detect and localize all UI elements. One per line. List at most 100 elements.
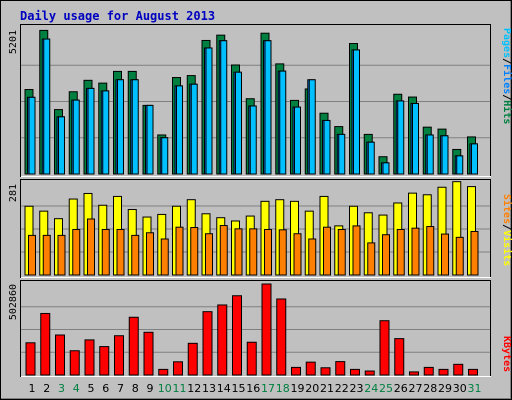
- pages-bar: [323, 119, 331, 175]
- kbytes-bar: [202, 311, 213, 376]
- sites-bar: [323, 226, 331, 276]
- legend-sites: Sites: [501, 194, 512, 224]
- legend-pages: Pages: [501, 28, 512, 58]
- kbytes-bar: [84, 339, 95, 376]
- day-label: 6: [102, 382, 109, 395]
- kbytes-bar: [128, 316, 139, 376]
- day-label: 5: [88, 382, 95, 395]
- pages-bar: [279, 70, 287, 175]
- sites-bar: [308, 238, 317, 276]
- legend-files: Files: [501, 64, 512, 94]
- sites-bar: [116, 228, 125, 276]
- kbytes-bar: [25, 342, 36, 376]
- sites-bar: [426, 226, 435, 276]
- pages-bar: [353, 49, 360, 175]
- legend-visits: Visits: [501, 230, 512, 266]
- pages-bar: [456, 155, 464, 175]
- sites-bar: [72, 228, 81, 276]
- pages-bar: [102, 90, 110, 175]
- svg-text:Pages/Files/Hits: Pages/Files/Hits: [501, 28, 512, 124]
- day-label: 28: [423, 382, 437, 395]
- day-label: 16: [246, 382, 260, 395]
- pages-bar: [235, 71, 242, 175]
- pages-bar: [72, 99, 80, 175]
- day-label: 29: [438, 382, 452, 395]
- day-label: 14: [217, 382, 231, 395]
- pages-bar: [28, 96, 36, 175]
- legend-slash-1: /: [501, 58, 512, 64]
- chart-title: Daily usage for August 2013: [20, 9, 215, 23]
- day-label: 3: [58, 382, 65, 395]
- sites-bar: [205, 233, 213, 276]
- pages-bar: [87, 87, 95, 175]
- kbytes-bar: [158, 368, 169, 376]
- day-label: 30: [453, 382, 467, 395]
- sites-bar: [352, 225, 361, 276]
- sites-bar: [293, 233, 302, 276]
- legend-slash-3: /: [501, 224, 512, 230]
- sites-bar: [87, 218, 95, 276]
- sites-bar: [470, 230, 479, 276]
- sites-bar: [411, 227, 420, 276]
- day-label: 20: [305, 382, 319, 395]
- day-label: 31: [468, 382, 482, 395]
- kbytes-bar: [438, 368, 449, 376]
- day-label: 7: [117, 382, 124, 395]
- sites-bar: [264, 228, 272, 276]
- pages-bar: [249, 105, 257, 175]
- day-label: 23: [350, 382, 364, 395]
- legend-hits: Hits: [501, 100, 512, 124]
- kbytes-panel-bars: [21, 283, 490, 376]
- kbytes-bar: [364, 370, 375, 376]
- kbytes-bar: [55, 334, 65, 376]
- kbytes-legend: KBytes: [501, 336, 512, 372]
- sites-bar: [278, 229, 287, 276]
- sites-bar: [131, 234, 140, 276]
- day-label: 17: [261, 382, 275, 395]
- pages-bar: [367, 141, 375, 175]
- pages-bar: [190, 83, 198, 175]
- day-label: 9: [147, 382, 154, 395]
- sites-bar: [175, 226, 184, 276]
- pages-bar: [441, 135, 449, 175]
- kbytes-bar: [69, 350, 80, 376]
- sites-bar: [101, 228, 110, 276]
- pages-bar: [264, 40, 272, 175]
- kbytes-bar: [379, 320, 390, 376]
- pages-bar: [308, 79, 316, 175]
- sites-bar: [337, 228, 346, 276]
- kbytes-bar: [99, 346, 110, 376]
- pages-bar: [382, 162, 390, 175]
- kbytes-bar: [276, 298, 287, 376]
- kbytes-bar: [246, 341, 257, 376]
- day-label: 15: [232, 382, 246, 395]
- kbytes-bar: [187, 342, 198, 376]
- sites-bar: [42, 234, 51, 276]
- kbytes-ymax-label: 502860: [8, 284, 19, 320]
- pages-bar: [220, 40, 228, 175]
- kbytes-bar: [320, 367, 331, 376]
- pages-bar: [205, 47, 213, 175]
- pages-bar: [338, 133, 346, 175]
- kbytes-bar: [409, 371, 419, 376]
- pages-bar: [131, 79, 139, 175]
- hits-panel-bars: [21, 29, 490, 175]
- day-label: 13: [202, 382, 216, 395]
- day-label: 24: [364, 382, 378, 395]
- kbytes-panel: 502860 KBytes: [8, 280, 512, 377]
- kbytes-bar: [453, 363, 464, 376]
- svg-text:Sites/Visits: Sites/Visits: [501, 194, 512, 266]
- day-label: 19: [291, 382, 305, 395]
- kbytes-bar: [232, 295, 242, 376]
- day-label: 27: [409, 382, 423, 395]
- sites-bar: [146, 232, 154, 276]
- visits-legend: Sites/Visits: [501, 194, 512, 266]
- kbytes-bar: [468, 368, 478, 376]
- day-label: 12: [187, 382, 201, 395]
- kbytes-bar: [143, 331, 154, 376]
- pages-bar: [471, 143, 478, 175]
- kbytes-bar: [173, 361, 183, 376]
- pages-bar: [161, 137, 169, 175]
- day-label: 10: [158, 382, 172, 395]
